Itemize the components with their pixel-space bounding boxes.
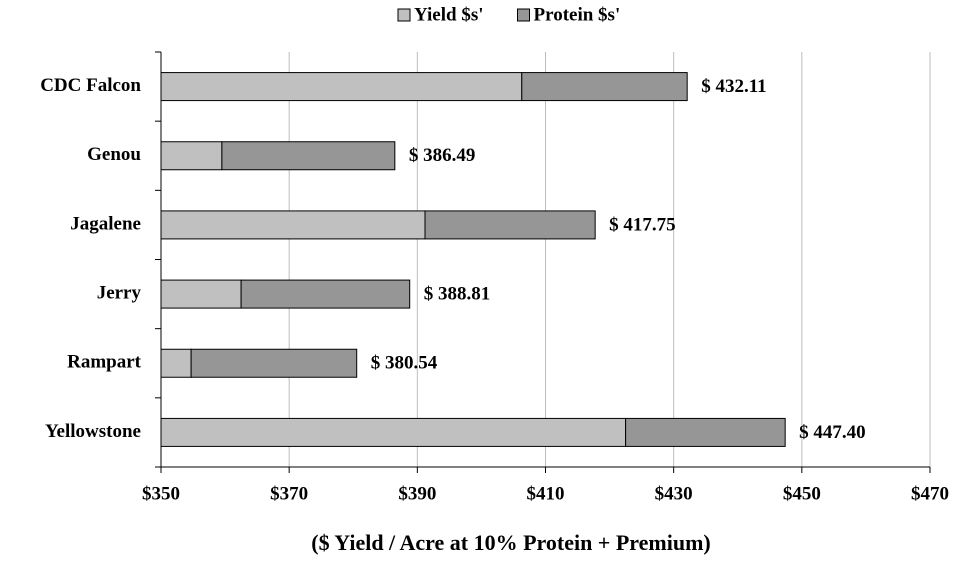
bar-segment bbox=[160, 141, 223, 171]
bar-segment bbox=[221, 141, 396, 171]
y-tick-label: Jerry bbox=[97, 282, 142, 303]
bar-segment bbox=[190, 348, 358, 378]
y-tick-label: Genou bbox=[87, 144, 141, 165]
bar-segment bbox=[521, 72, 688, 102]
total-label: $ 447.40 bbox=[799, 422, 866, 443]
legend-label: Yield $s' bbox=[414, 4, 484, 25]
bar-segment bbox=[625, 417, 786, 447]
total-label: $ 417.75 bbox=[609, 214, 676, 235]
x-tick-label: $470 bbox=[911, 483, 949, 504]
total-label: $ 432.11 bbox=[701, 76, 766, 97]
total-label: $ 380.54 bbox=[371, 353, 438, 374]
bar-segment bbox=[160, 348, 192, 378]
x-tick-label: $410 bbox=[527, 483, 565, 504]
total-label: $ 388.81 bbox=[424, 283, 491, 304]
x-tick-label: $350 bbox=[142, 483, 180, 504]
bar-segment bbox=[160, 72, 523, 102]
x-tick-label: $450 bbox=[783, 483, 821, 504]
x-tick-label: $430 bbox=[655, 483, 693, 504]
bar-segment bbox=[424, 210, 596, 240]
x-tick-label: $370 bbox=[270, 483, 308, 504]
y-tick-label: Yellowstone bbox=[45, 421, 141, 442]
legend-label: Protein $s' bbox=[534, 4, 621, 25]
legend-swatch bbox=[397, 8, 411, 22]
y-tick-label: CDC Falcon bbox=[40, 75, 141, 96]
bar-segment bbox=[160, 210, 426, 240]
y-tick-label: Jagalene bbox=[70, 213, 141, 234]
x-axis-label: ($ Yield / Acre at 10% Protein + Premium… bbox=[311, 530, 711, 555]
x-tick-label: $390 bbox=[398, 483, 436, 504]
bar-segment bbox=[240, 279, 411, 309]
legend-swatch bbox=[517, 8, 530, 22]
total-label: $ 386.49 bbox=[409, 145, 476, 166]
bar-segment bbox=[160, 417, 627, 447]
y-tick-label: Rampart bbox=[67, 352, 142, 373]
bar-segment bbox=[160, 279, 242, 309]
